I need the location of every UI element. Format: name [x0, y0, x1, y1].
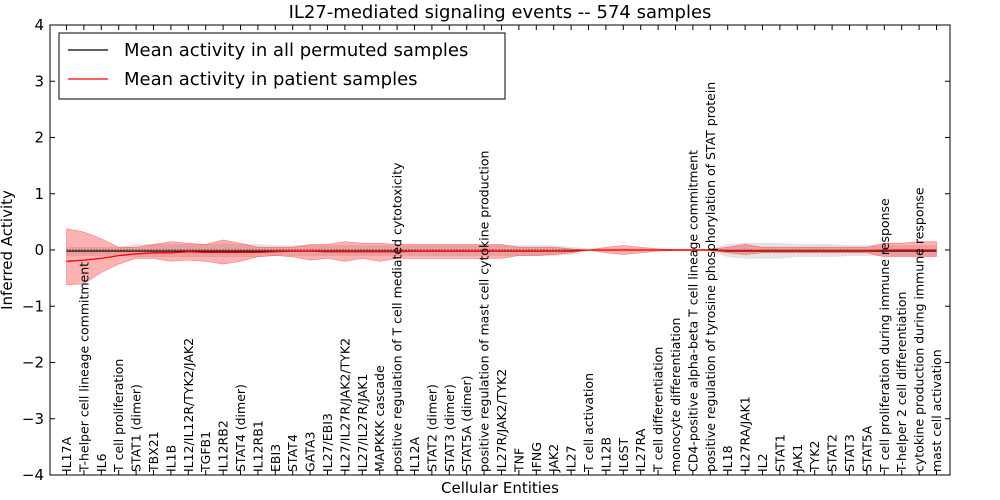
x-tick-label: IL6ST	[616, 437, 631, 472]
x-tick-label: IL12/IL12R/TYK2/JAK2	[181, 338, 196, 472]
x-tick-label: TNF	[511, 448, 526, 473]
x-tick-label: STAT4 (dimer)	[233, 384, 248, 472]
x-tick-label: JAK1	[790, 444, 805, 473]
x-tick-label: IL27	[564, 445, 579, 472]
band-patient	[66, 228, 937, 286]
y-tick-label: −2	[22, 354, 44, 372]
x-tick-label: IL17A	[59, 436, 74, 472]
x-tick-label: STAT5A	[859, 425, 874, 472]
y-tick-label: 1	[34, 185, 44, 203]
x-tick-label: CD4-positive alpha-beta T cell lineage c…	[685, 150, 700, 472]
x-tick-label: STAT4	[285, 434, 300, 472]
x-tick-label: T cell activation	[581, 373, 596, 473]
y-tick-label: −4	[22, 466, 44, 484]
x-tick-label: positive regulation of tyrosine phosphor…	[703, 82, 718, 472]
x-tick-label: MAPKKK cascade	[372, 365, 387, 472]
x-tick-label: TGFB1	[198, 431, 213, 473]
x-tick-label: IL27/IL27R/JAK2/TYK2	[337, 338, 352, 472]
x-tick-label: IL12B	[598, 437, 613, 472]
x-tick-label: IL27/EBI3	[320, 413, 335, 472]
x-tick-label: T cell proliferation during immune respo…	[877, 198, 892, 473]
x-tick-label: mast cell activation	[929, 349, 944, 472]
x-tick-label: T cell proliferation	[111, 359, 126, 473]
x-tick-label: IL6	[94, 453, 109, 472]
legend-label-permuted: Mean activity in all permuted samples	[124, 40, 468, 61]
y-axis: 4 3 2 1 0 −1 −2 −3 −4	[22, 16, 950, 484]
series-line-patient	[66, 249, 937, 262]
x-tick-label: IL27R/JAK2/TYK2	[494, 369, 509, 472]
x-tick-label: IL27RA/JAK1	[738, 396, 753, 472]
x-tick-label: STAT2 (dimer)	[424, 384, 439, 472]
y-tick-label: −1	[22, 297, 44, 315]
x-tick-label: IL1B	[163, 445, 178, 472]
x-tick-label: TBX21	[146, 431, 161, 473]
series-lines	[66, 249, 937, 262]
y-axis-label: Inferred Activity	[0, 190, 16, 310]
x-tick-label: IL12RB2	[216, 420, 231, 472]
x-tick-label: STAT3 (dimer)	[442, 384, 457, 472]
x-tick-label: IL2	[755, 453, 770, 472]
legend: Mean activity in all permuted samples Me…	[58, 32, 506, 100]
y-tick-label: −3	[22, 410, 44, 428]
x-tick-label: STAT3	[842, 434, 857, 472]
x-tick-label: STAT5A (dimer)	[459, 376, 474, 472]
x-tick-label: cytokine production during immune respon…	[912, 187, 927, 472]
x-tick-label: IL18	[720, 445, 735, 472]
x-tick-label: EBI3	[268, 444, 283, 472]
x-tick-label: IFNG	[529, 442, 544, 472]
x-tick-label: monocyte differentiation	[668, 318, 683, 472]
y-tick-label: 0	[34, 241, 44, 259]
x-tick-label: IL12RB1	[250, 420, 265, 472]
x-tick-label: IL27/IL27R/JAK1	[355, 374, 370, 472]
y-tick-label: 4	[34, 16, 44, 34]
x-tick-label: T-helper cell lineage commitment	[76, 262, 91, 473]
x-tick-label: IL27RA	[633, 428, 648, 472]
chart-title: IL27-mediated signaling events -- 574 sa…	[289, 2, 712, 23]
confidence-bands	[66, 228, 937, 286]
y-tick-label: 2	[34, 129, 44, 147]
x-tick-label: T-helper 2 cell differentiation	[894, 292, 909, 473]
x-tick-label: GATA3	[303, 432, 318, 472]
x-tick-label: STAT2	[825, 434, 840, 472]
x-tick-label: TYK2	[807, 441, 822, 473]
y-tick-label: 3	[34, 72, 44, 90]
x-tick-label: STAT1	[772, 434, 787, 472]
x-tick-label: positive regulation of mast cell cytokin…	[477, 151, 492, 472]
x-tick-label: T cell differentiation	[651, 347, 666, 473]
x-tick-label: positive regulation of T cell mediated c…	[390, 162, 405, 472]
x-axis: IL17A T-helper cell lineage commitment IL6…	[59, 25, 944, 475]
legend-box	[58, 32, 506, 100]
x-axis-label: Cellular Entities	[441, 479, 559, 497]
legend-label-patient: Mean activity in patient samples	[124, 69, 418, 90]
x-tick-label: JAK2	[546, 444, 561, 473]
x-tick-label: STAT1 (dimer)	[129, 384, 144, 472]
x-tick-label: IL12A	[407, 436, 422, 472]
